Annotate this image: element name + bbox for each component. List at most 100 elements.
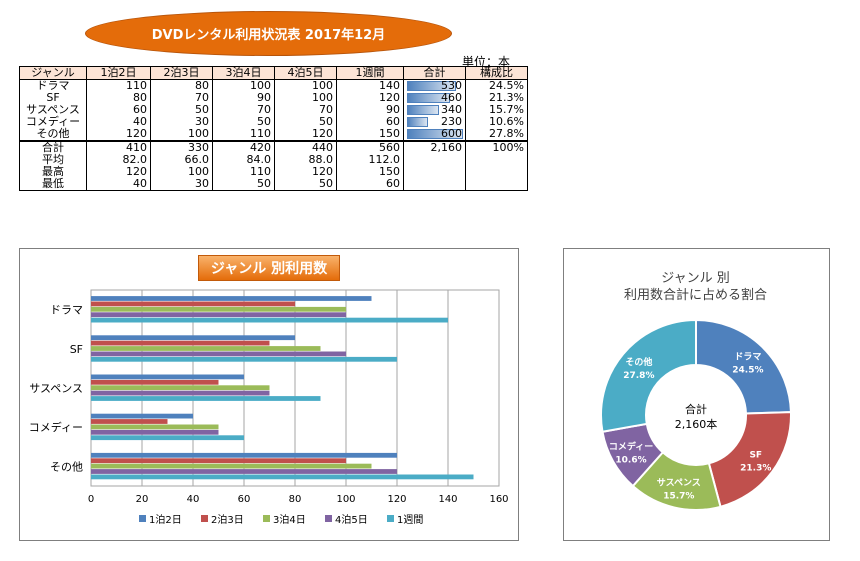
legend-label: 3泊4日 xyxy=(273,514,306,526)
donut-slice xyxy=(695,318,792,415)
page-title: DVDレンタル利用状況表 2017年12月 xyxy=(85,11,452,56)
bar xyxy=(91,429,219,435)
bar xyxy=(91,463,372,469)
x-tick-label: 20 xyxy=(136,494,149,505)
slice-pct: 27.8% xyxy=(623,371,654,381)
ratio-cell: 24.5% xyxy=(465,79,528,92)
slice-pct: 21.3% xyxy=(740,463,771,473)
bar xyxy=(91,346,321,351)
category-label: サスペンス xyxy=(29,382,83,395)
stat-label: 平均 xyxy=(19,154,87,166)
bar xyxy=(91,396,321,401)
value-cell: 70 xyxy=(274,104,337,116)
stat-cell: 30 xyxy=(150,178,213,191)
stat-cell: 50 xyxy=(274,178,337,191)
legend-label: 2泊3日 xyxy=(211,514,244,526)
bar xyxy=(91,390,270,396)
stat-total-cell xyxy=(403,154,466,166)
x-tick-label: 80 xyxy=(289,494,302,505)
donut-title-line2: 利用数合計に占める割合 xyxy=(623,288,767,303)
total-databar xyxy=(407,93,450,103)
total-cell: 230 xyxy=(403,115,466,128)
bar xyxy=(91,356,397,362)
bar xyxy=(91,340,270,346)
value-cell: 150 xyxy=(336,128,404,141)
value-cell: 90 xyxy=(336,104,404,116)
slice-label: コメディー xyxy=(609,440,653,452)
stat-ratio-cell xyxy=(465,166,528,178)
genre-cell: サスペンス xyxy=(19,104,87,116)
ratio-cell: 27.8% xyxy=(465,128,528,141)
value-cell: 100 xyxy=(274,92,337,104)
genre-cell: コメディー xyxy=(19,116,87,128)
category-label: SF xyxy=(70,343,83,356)
stat-ratio-cell: 100% xyxy=(465,140,528,154)
bar xyxy=(91,306,346,312)
stats-row: 合計 410 330 420 440 560 2,160 100% xyxy=(19,140,528,154)
category-label: コメディー xyxy=(29,420,83,434)
rental-summary-table: ジャンル 1泊2日 2泊3日 3泊4日 4泊5日 1週間 合計 構成比 ドラマ 1… xyxy=(19,66,528,191)
x-tick-label: 40 xyxy=(187,494,200,505)
bar xyxy=(91,424,219,430)
stat-label: 最高 xyxy=(19,166,87,178)
slice-label: その他 xyxy=(625,356,652,368)
total-cell: 340 xyxy=(403,104,466,116)
table-row: その他 120 100 110 120 150 600 27.8% xyxy=(19,127,528,141)
value-cell: 70 xyxy=(212,104,275,116)
stat-cell: 112.0 xyxy=(336,154,404,166)
slice-pct: 10.6% xyxy=(615,455,646,465)
bar xyxy=(91,419,168,424)
bar xyxy=(91,379,219,385)
table-row: コメディー 40 30 50 50 60 230 10.6% xyxy=(19,115,528,128)
bar xyxy=(91,435,244,441)
legend-swatch xyxy=(325,515,332,522)
total-value: 600 xyxy=(441,127,462,140)
x-tick-label: 120 xyxy=(387,494,406,505)
stat-cell: 40 xyxy=(86,178,151,191)
stat-cell: 150 xyxy=(336,166,404,178)
header-col: 3泊4日 xyxy=(212,66,275,80)
stat-cell: 120 xyxy=(86,166,151,178)
x-tick-label: 0 xyxy=(88,494,94,505)
table-row: サスペンス 60 50 70 70 90 340 15.7% xyxy=(19,104,528,116)
header-col: 2泊3日 xyxy=(150,66,213,80)
genre-cell: その他 xyxy=(19,128,87,141)
stat-cell: 100 xyxy=(150,166,213,178)
legend-swatch xyxy=(201,515,208,522)
stat-ratio-cell xyxy=(465,154,528,166)
value-cell: 30 xyxy=(150,116,213,128)
stat-total-cell: 2,160 xyxy=(403,140,466,154)
table-row: SF 80 70 90 100 120 460 21.3% xyxy=(19,92,528,104)
stat-cell: 560 xyxy=(336,140,404,154)
value-cell: 120 xyxy=(274,128,337,141)
x-tick-label: 100 xyxy=(336,494,355,505)
header-ratio: 構成比 xyxy=(465,66,528,80)
stat-total-cell xyxy=(403,166,466,178)
total-value: 530 xyxy=(441,79,462,92)
stat-cell: 440 xyxy=(274,140,337,154)
bar xyxy=(91,385,270,391)
value-cell: 120 xyxy=(86,128,151,141)
stat-cell: 410 xyxy=(86,140,151,154)
slice-pct: 15.7% xyxy=(663,491,694,501)
unit-label: 単位：本 xyxy=(462,55,511,69)
total-value: 230 xyxy=(441,115,462,128)
stats-row: 平均 82.0 66.0 84.0 88.0 112.0 xyxy=(19,154,528,166)
header-col: 1泊2日 xyxy=(86,66,151,80)
bar xyxy=(91,335,295,341)
legend-label: 1週間 xyxy=(397,514,423,526)
slice-label: サスペンス xyxy=(657,477,701,488)
bar xyxy=(91,469,397,474)
total-cell: 600 xyxy=(403,127,466,141)
stat-cell: 82.0 xyxy=(86,154,151,166)
header-total: 合計 xyxy=(403,66,466,80)
stat-cell: 84.0 xyxy=(212,154,275,166)
total-databar xyxy=(407,129,463,139)
total-databar xyxy=(407,117,428,127)
stat-cell: 66.0 xyxy=(150,154,213,166)
bar xyxy=(91,474,474,480)
bar xyxy=(91,452,397,458)
category-label: ドラマ xyxy=(50,304,83,317)
value-cell: 50 xyxy=(212,116,275,128)
stats-row: 最高 120 100 110 120 150 xyxy=(19,166,528,178)
